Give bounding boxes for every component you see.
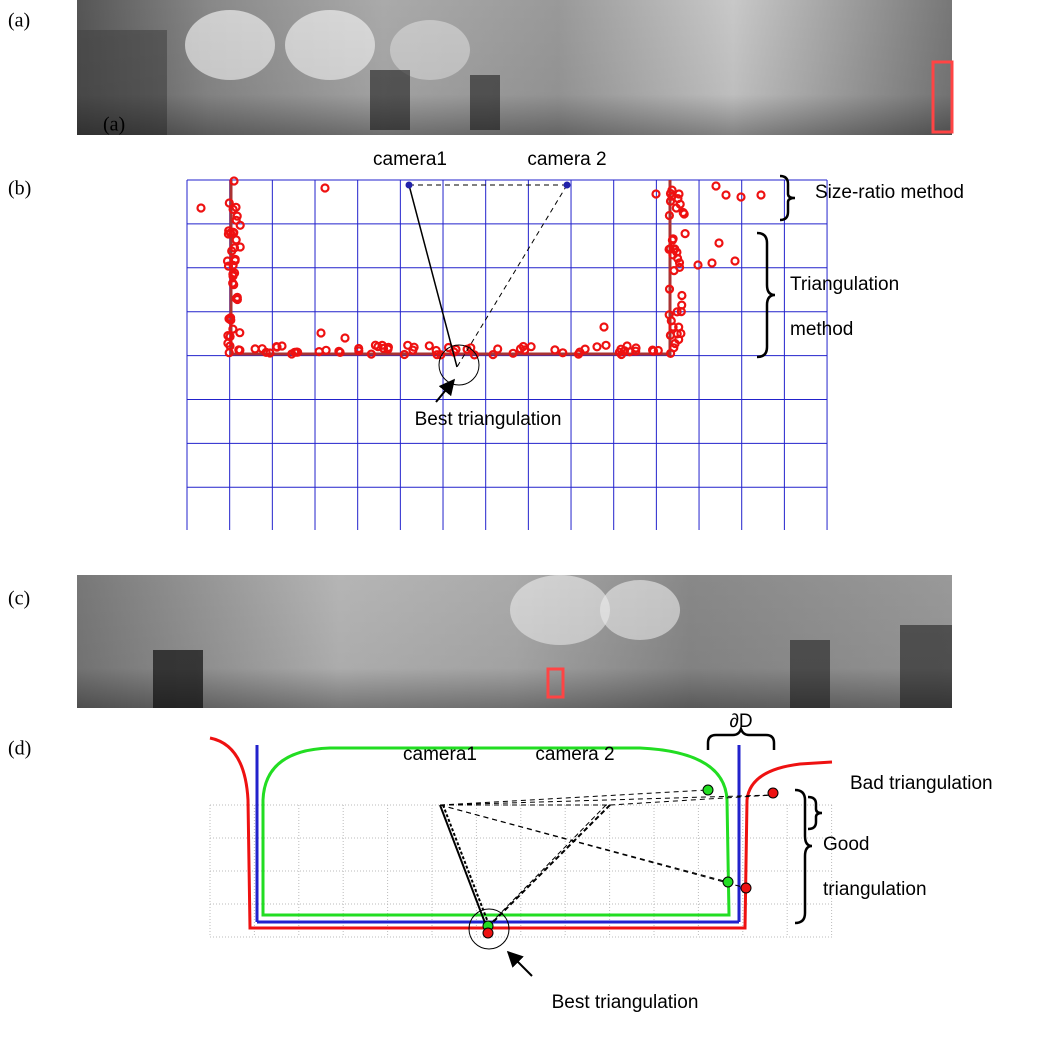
estimate-marker [230,262,237,269]
estimate-curve [263,748,729,915]
estimate-marker [426,342,433,349]
estimate-marker [528,343,535,350]
estimate-marker [198,205,205,212]
estimate-marker [323,347,330,354]
estimate-marker [237,222,244,229]
estimate-marker [682,230,689,237]
ray [457,185,567,367]
camera [564,182,571,189]
estimate-marker [732,258,739,265]
brace [757,233,775,357]
brace [795,790,812,923]
estimate-marker [695,262,702,269]
estimate-marker [235,346,242,353]
estimate-marker [231,178,238,185]
camera-label: camera1 [403,744,477,765]
estimate-marker [335,348,342,355]
room-outline [231,180,670,354]
estimate-marker [678,302,685,309]
estimate-marker [673,205,680,212]
estimate-marker [678,292,685,299]
estimate-marker [229,280,236,287]
camera-label: camera 2 [527,149,606,170]
estimate-marker [293,349,300,356]
camera [406,182,413,189]
annotation: Best triangulation [415,409,562,430]
estimate-marker [404,342,411,349]
estimate-marker [252,345,259,352]
estimate-marker [551,346,558,353]
panel-label: (d) [8,738,31,760]
panel-label: (c) [8,588,30,610]
estimate-marker [713,183,720,190]
estimate-marker [234,294,241,301]
estimate-marker [675,324,682,331]
estimate-marker [675,336,682,343]
annotation: Size-ratio method [815,182,964,203]
estimate-marker [669,237,676,244]
estimate-marker [342,335,349,342]
panorama-image [77,575,952,708]
estimate-marker [603,342,610,349]
annotation: Good [823,834,869,855]
estimate-marker [716,240,723,247]
figure: (a) (a) (b) camera1 camera 2 Best triang… [0,0,1057,1048]
estimate-marker [601,324,608,331]
panorama-image [77,0,952,135]
annotation: Triangulation [790,274,899,295]
estimate-marker [279,343,286,350]
arrow [508,952,532,976]
estimate-marker [576,349,583,356]
panel-label: (b) [8,178,31,200]
annotation: Bad triangulation [850,773,993,794]
estimate-marker [624,343,631,350]
panel-label: (a) [8,10,30,32]
brace [780,176,795,220]
annotation: Best triangulation [552,992,699,1013]
estimate-marker [594,343,601,350]
brace [708,729,774,750]
estimate-marker [709,260,716,267]
estimate-marker [680,209,687,216]
camera-label: camera 2 [535,744,614,765]
estimate-marker [671,267,678,274]
annotation: triangulation [823,879,927,900]
rays [440,790,773,928]
estimate-marker [758,192,765,199]
estimate-marker [236,329,243,336]
estimate-marker [738,194,745,201]
estimate-marker [322,185,329,192]
estimate-marker [650,348,657,355]
estimate-marker [233,236,240,243]
estimate-marker [318,330,325,337]
inset-label: (a) [103,114,125,136]
estimate-marker [237,244,244,251]
estimate-marker [723,192,730,199]
annotation: method [790,319,853,340]
ray [409,185,457,367]
camera-label: camera1 [373,149,447,170]
brace [808,797,822,829]
estimate-marker [316,348,323,355]
estimate-marker [229,271,236,278]
arrow [436,380,454,402]
